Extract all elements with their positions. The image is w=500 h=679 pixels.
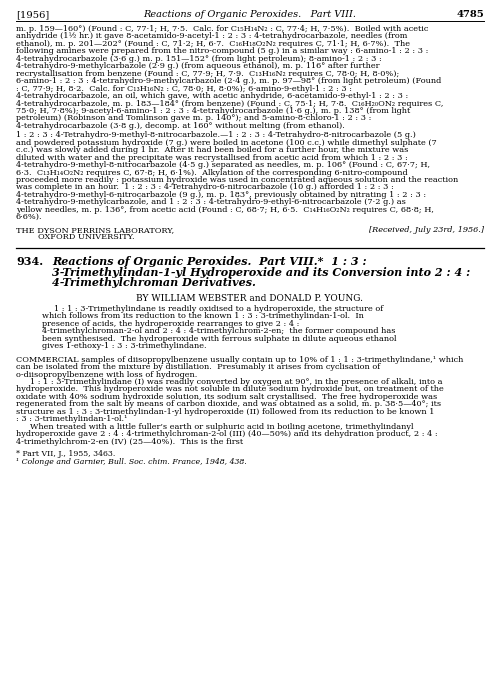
- Text: 4-tetrahydro-9-methyl-6-nitrocarbazole (9 g.), m. p. 183°, previously obtained b: 4-tetrahydro-9-methyl-6-nitrocarbazole (…: [16, 191, 426, 199]
- Text: diluted with water and the precipitate was recrystallised from acetic acid from : diluted with water and the precipitate w…: [16, 153, 408, 162]
- Text: which follows from its reduction to the known 1 : 3 : 3-trimethylindan-1-ol.  In: which follows from its reduction to the …: [42, 312, 364, 320]
- Text: 4-tetrahydro-9-methyl-8-nitrocarbazole (4·5 g.) separated as needles, m. p. 106°: 4-tetrahydro-9-methyl-8-nitrocarbazole (…: [16, 161, 430, 169]
- Text: OXFORD UNIVERSITY.: OXFORD UNIVERSITY.: [38, 233, 134, 241]
- Text: THE DYSON PERRINS LABORATORY,: THE DYSON PERRINS LABORATORY,: [16, 225, 174, 234]
- Text: 4-tetrahydro-9-methylcarbazole, and 1 : 2 : 3 : 4-tetrahydro-9-ethyl-6-nitrocarb: 4-tetrahydro-9-methylcarbazole, and 1 : …: [16, 198, 406, 206]
- Text: anhydride (1½ hr.) it gave 8-acetamido-9-acetyl-1 : 2 : 3 : 4-tetrahydrocarbazol: anhydride (1½ hr.) it gave 8-acetamido-9…: [16, 33, 407, 41]
- Text: 4-tetrahydrocarbazole, m. p. 183—184° (from benzene) (Found : C, 75·1; H, 7·8.  : 4-tetrahydrocarbazole, m. p. 183—184° (f…: [16, 100, 444, 107]
- Text: following amines were prepared from the nitro-compound (5 g.) in a similar way :: following amines were prepared from the …: [16, 48, 428, 56]
- Text: * Part VII, J., 1955, 3463.: * Part VII, J., 1955, 3463.: [16, 450, 116, 458]
- Text: Reactions of Organic Peroxides.   Part VIII.: Reactions of Organic Peroxides. Part VII…: [144, 10, 356, 19]
- Text: 3-Trimethylindan-1-yl Hydroperoxide and its Conversion into 2 : 4 :: 3-Trimethylindan-1-yl Hydroperoxide and …: [52, 267, 470, 278]
- Text: hydroperoxide gave 2 : 4 : 4-trimethylchroman-2-ol (III) (40—50%) and its dehydr: hydroperoxide gave 2 : 4 : 4-trimethylch…: [16, 430, 438, 438]
- Text: hydroperoxide.  This hydroperoxide was not soluble in dilute sodium hydroxide bu: hydroperoxide. This hydroperoxide was no…: [16, 386, 444, 393]
- Text: 6·3.  C₁₃H₁₄O₂N₂ requires C, 67·8; H, 6·1%).  Alkylation of the corresponding 6-: 6·3. C₁₃H₁₄O₂N₂ requires C, 67·8; H, 6·1…: [16, 168, 407, 177]
- Text: m. p. 159—160°) (Found : C, 77·1; H, 7·5.  Calc. for C₁₅H₁₄N₂ : C, 77·4; H, 7·5%: m. p. 159—160°) (Found : C, 77·1; H, 7·5…: [16, 25, 428, 33]
- Text: gives 1-ethoxy-1 : 3 : 3-trimethylindane.: gives 1-ethoxy-1 : 3 : 3-trimethylindane…: [42, 342, 206, 350]
- Text: oxidate with 40% sodium hydroxide solution, its sodium salt crystallised.  The f: oxidate with 40% sodium hydroxide soluti…: [16, 393, 437, 401]
- Text: 75·0; H, 7·8%); 9-acetyl-6-amino-1 : 2 : 3 : 4-tetrahydrocarbazole (1·6 g.), m. : 75·0; H, 7·8%); 9-acetyl-6-amino-1 : 2 :…: [16, 107, 410, 115]
- Text: BY WILLIAM WEBSTER and DONALD P. YOUNG.: BY WILLIAM WEBSTER and DONALD P. YOUNG.: [136, 293, 364, 303]
- Text: presence of acids, the hydroperoxide rearranges to give 2 : 4 :: presence of acids, the hydroperoxide rea…: [42, 320, 300, 328]
- Text: When treated with a little fuller’s earth or sulphuric acid in boiling acetone, : When treated with a little fuller’s eart…: [30, 423, 413, 430]
- Text: ¹ Colonge and Garnier, Bull. Soc. chim. France, 1948, 438.: ¹ Colonge and Garnier, Bull. Soc. chim. …: [16, 458, 247, 466]
- Text: : 3 : 3-trimethylindan-1-ol.¹: : 3 : 3-trimethylindan-1-ol.¹: [16, 416, 128, 423]
- Text: 4785: 4785: [456, 10, 484, 19]
- Text: petroleum) (Robinson and Tomlinson gave m. p. 140°); and 5-amino-8-chloro-1 : 2 : petroleum) (Robinson and Tomlinson gave …: [16, 114, 372, 122]
- Text: [1956]: [1956]: [16, 10, 49, 19]
- Text: 1 : 1 : 3-Trimethylindane is readily oxidised to a hydroperoxide, the structure : 1 : 1 : 3-Trimethylindane is readily oxi…: [54, 305, 384, 312]
- Text: regenerated from the salt by means of carbon dioxide, and was obtained as a soli: regenerated from the salt by means of ca…: [16, 401, 441, 408]
- Text: 6·6%).: 6·6%).: [16, 213, 42, 221]
- Text: 934.: 934.: [16, 256, 43, 267]
- Text: 4-trimethylchrom-2-en (IV) (25—40%).  This is the first: 4-trimethylchrom-2-en (IV) (25—40%). Thi…: [16, 437, 243, 445]
- Text: 1 : 1 : 3-Trimethylindane (I) was readily converted by oxygen at 90°, in the pre: 1 : 1 : 3-Trimethylindane (I) was readil…: [30, 378, 442, 386]
- Text: 4-tetrahydro-9-methylcarbazole (2·9 g.) (from aqueous ethanol), m. p. 116° after: 4-tetrahydro-9-methylcarbazole (2·9 g.) …: [16, 62, 380, 70]
- Text: recrystallisation from benzene (Found : C, 77·9; H, 7·9.  C₁₃H₁₆N₂ requires C, 7: recrystallisation from benzene (Found : …: [16, 70, 399, 77]
- Text: proceeded more readily : potassium hydroxide was used in concentrated aqueous so: proceeded more readily : potassium hydro…: [16, 176, 458, 184]
- Text: structure as 1 : 3 : 3-trimethylindan-1-yl hydroperoxide (II) followed from its : structure as 1 : 3 : 3-trimethylindan-1-…: [16, 408, 434, 416]
- Text: and powdered potassium hydroxide (7 g.) were boiled in acetone (100 c.c.) while : and powdered potassium hydroxide (7 g.) …: [16, 139, 437, 147]
- Text: : C, 77·9; H, 8·2.  Calc. for C₁₃H₁₆N₂ : C, 78·0; H, 8·0%); 6-amino-9-ethyl-1 : : : C, 77·9; H, 8·2. Calc. for C₁₃H₁₆N₂ : …: [16, 85, 352, 92]
- Text: o-diisopropylbenzene with loss of hydrogen.: o-diisopropylbenzene with loss of hydrog…: [16, 371, 198, 379]
- Text: yellow needles, m. p. 136°, from acetic acid (Found : C, 68·7; H, 6·5.  C₁₄H₁₆O₂: yellow needles, m. p. 136°, from acetic …: [16, 206, 434, 214]
- Text: been synthesised.  The hydroperoxide with ferrous sulphate in dilute aqueous eth: been synthesised. The hydroperoxide with…: [42, 335, 397, 343]
- Text: c.c.) was slowly added during 1 hr.  After it had been boiled for a further hour: c.c.) was slowly added during 1 hr. Afte…: [16, 146, 408, 154]
- Text: 4-tetrahydrocarbazole (3·8 g.), decomp. at 160° without melting (from ethanol).: 4-tetrahydrocarbazole (3·8 g.), decomp. …: [16, 122, 345, 130]
- Text: 4-trimethylchroman-2-ol and 2 : 4 : 4-trimethylchrom-2-en;  the former compound : 4-trimethylchroman-2-ol and 2 : 4 : 4-tr…: [42, 327, 396, 335]
- Text: 6-amino-1 : 2 : 3 : 4-tetrahydro-9-methylcarbazole (2·4 g.), m. p. 97—98° (from : 6-amino-1 : 2 : 3 : 4-tetrahydro-9-methy…: [16, 77, 442, 85]
- Text: 4-tetrahydrocarbazole (3·6 g.) m. p. 151—152° (from light petroleum); 8-amino-1 : 4-tetrahydrocarbazole (3·6 g.) m. p. 151…: [16, 55, 382, 62]
- Text: COMMERCIAL samples of diisopropylbenzene usually contain up to 10% of 1 : 1 : 3-: COMMERCIAL samples of diisopropylbenzene…: [16, 356, 464, 364]
- Text: ethanol), m. p. 201—202° (Found : C, 71·2; H, 6·7.  C₁₆H₁₈O₂N₂ requires C, 71·1;: ethanol), m. p. 201—202° (Found : C, 71·…: [16, 40, 410, 48]
- Text: Reactions of Organic Peroxides.  Part VIII.*  1 : 3 :: Reactions of Organic Peroxides. Part VII…: [52, 256, 366, 267]
- Text: was complete in an hour.  1 : 2 : 3 : 4-Tetrahydro-6-nitrocarbazole (10 g.) affo: was complete in an hour. 1 : 2 : 3 : 4-T…: [16, 183, 394, 191]
- Text: can be isolated from the mixture by distillation.  Presumably it arises from cyc: can be isolated from the mixture by dist…: [16, 363, 380, 371]
- Text: 4-Trimethylchroman Derivatives.: 4-Trimethylchroman Derivatives.: [52, 277, 256, 288]
- Text: [Received, July 23rd, 1956.]: [Received, July 23rd, 1956.]: [369, 225, 484, 234]
- Text: 4-tetrahydrocarbazole, an oil, which gave, with acetic anhydride, 6-acetamido-9-: 4-tetrahydrocarbazole, an oil, which gav…: [16, 92, 408, 100]
- Text: 1 : 2 : 3 : 4-Tetrahydro-9-methyl-8-nitrocarbazole.—1 : 2 : 3 : 4-Tetrahydro-8-n: 1 : 2 : 3 : 4-Tetrahydro-9-methyl-8-nitr…: [16, 131, 416, 139]
